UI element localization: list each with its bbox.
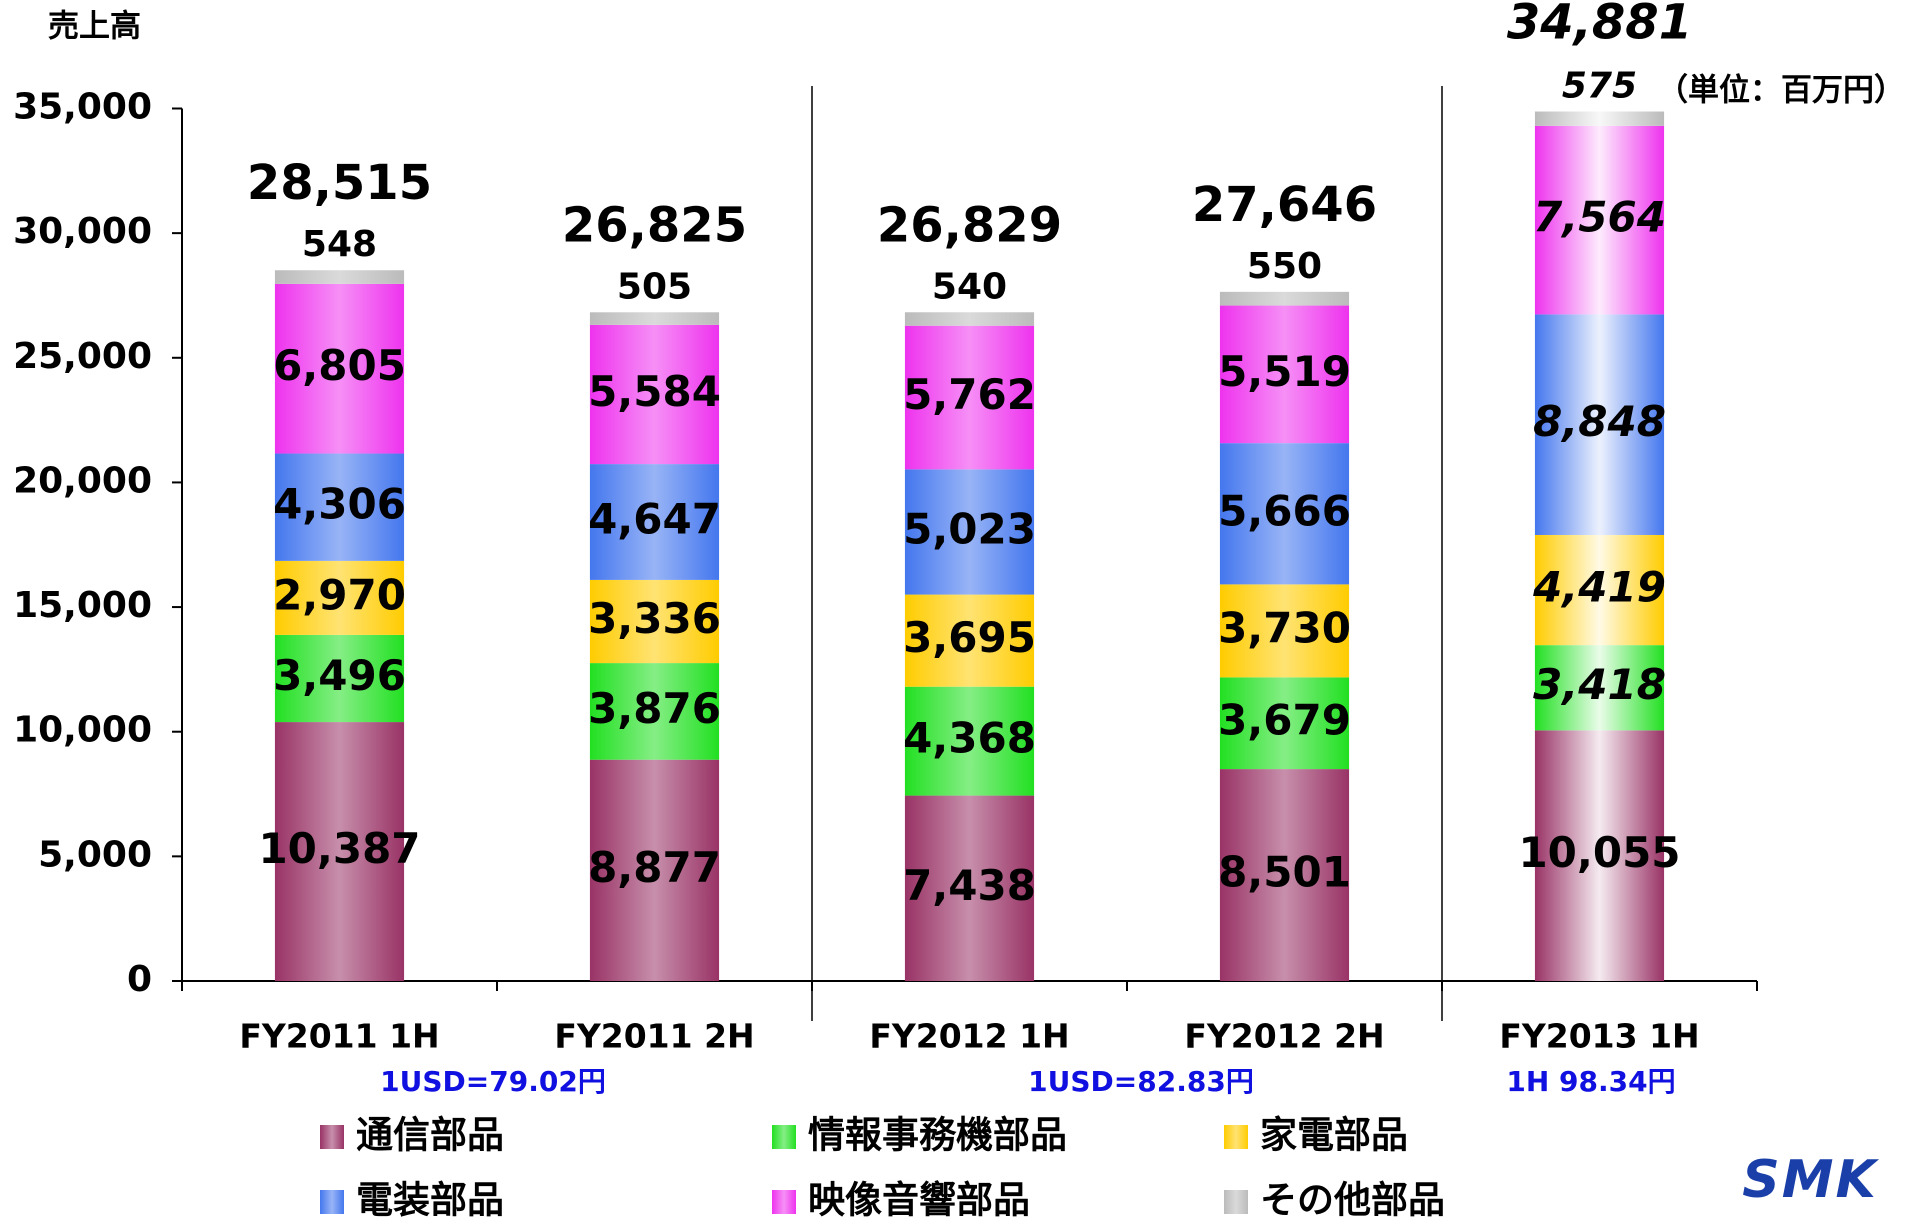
data-label: 575 — [1562, 66, 1637, 107]
bar-segment — [904, 325, 1035, 470]
total-label: 26,829 — [877, 197, 1062, 253]
y-tick-label: 25,000 — [13, 336, 152, 377]
y-tick-label: 20,000 — [13, 460, 152, 501]
legend-label: 情報事務機部品 — [808, 1114, 1067, 1157]
x-tick-label: FY2012 1H — [869, 1017, 1069, 1056]
y-tick-label: 30,000 — [13, 211, 152, 252]
bar-segment — [1219, 769, 1350, 981]
data-label: 3,418 — [1533, 660, 1666, 709]
legend-swatch — [320, 1125, 344, 1149]
bar-segment — [1219, 291, 1350, 306]
data-label: 3,336 — [588, 594, 721, 643]
bar-segment — [274, 270, 405, 284]
bar-segment — [589, 464, 720, 580]
exchange-rate: 1H 98.34円 — [1506, 1065, 1675, 1098]
bar-segment — [274, 453, 405, 561]
y-tick-label: 0 — [127, 959, 152, 1000]
data-label: 540 — [932, 266, 1007, 307]
data-label: 548 — [302, 224, 377, 265]
data-label: 550 — [1247, 246, 1322, 287]
bar-segment — [589, 579, 720, 664]
unit-note: （単位：百万円） — [1657, 73, 1905, 109]
data-label: 4,306 — [273, 480, 406, 529]
data-label: 5,519 — [1218, 347, 1351, 396]
bar-segment — [1534, 645, 1665, 731]
bar-segment — [1534, 534, 1665, 646]
bar-segment — [904, 469, 1035, 595]
total-label: 34,881 — [1507, 0, 1692, 51]
bar-segment — [904, 795, 1035, 981]
bar-segment — [589, 312, 720, 325]
legend-swatch — [320, 1190, 344, 1214]
bar-segment — [589, 759, 720, 981]
x-tick-label: FY2012 2H — [1184, 1017, 1384, 1056]
bar-segment — [1219, 677, 1350, 770]
data-label: 7,438 — [903, 861, 1036, 910]
bar-segment — [1534, 125, 1665, 315]
x-tick-label: FY2013 1H — [1499, 1017, 1699, 1056]
data-label: 3,876 — [588, 684, 721, 733]
exchange-rate: 1USD=82.83円 — [1028, 1065, 1254, 1098]
data-label: 10,387 — [258, 824, 420, 873]
total-label: 26,825 — [562, 197, 747, 253]
y-tick-label: 35,000 — [13, 87, 152, 128]
x-tick-label: FY2011 2H — [554, 1017, 754, 1056]
data-label: 5,584 — [588, 367, 721, 416]
bar-segment — [1219, 443, 1350, 585]
data-label: 3,695 — [903, 613, 1036, 662]
legend-label: 家電部品 — [1260, 1114, 1408, 1157]
data-label: 10,055 — [1518, 828, 1680, 877]
bar-segment — [1534, 111, 1665, 126]
bar-segment — [1219, 305, 1350, 444]
legend-swatch — [772, 1190, 796, 1214]
data-label: 5,023 — [903, 504, 1036, 553]
data-label: 4,647 — [588, 495, 721, 544]
legend-label: 通信部品 — [356, 1114, 504, 1157]
data-label: 4,419 — [1532, 563, 1666, 612]
data-label: 4,368 — [903, 714, 1036, 763]
bar-segment — [589, 324, 720, 465]
bar-segment — [1219, 584, 1350, 678]
bar-segment — [904, 594, 1035, 687]
legend-swatch — [772, 1125, 796, 1149]
data-label: 8,848 — [1533, 397, 1666, 446]
legend-label: 電装部品 — [356, 1179, 504, 1218]
data-label: 3,679 — [1218, 696, 1351, 745]
data-label: 5,762 — [903, 370, 1036, 419]
x-tick-label: FY2011 1H — [239, 1017, 439, 1056]
data-label: 8,877 — [588, 843, 721, 892]
data-label: 3,730 — [1218, 603, 1351, 652]
logo: SMK — [1742, 1150, 1879, 1210]
bar-segment — [589, 663, 720, 760]
bar-segment — [274, 722, 405, 981]
y-tick-label: 15,000 — [13, 585, 152, 626]
data-label: 5,666 — [1218, 486, 1351, 535]
legend-label: その他部品 — [1260, 1179, 1445, 1218]
data-label: 7,564 — [1533, 193, 1666, 242]
data-label: 6,805 — [273, 341, 406, 390]
bar-segment — [904, 312, 1035, 326]
total-label: 28,515 — [247, 155, 432, 211]
bar-segment — [1534, 730, 1665, 981]
legend-swatch — [1224, 1125, 1248, 1149]
legend-swatch — [1224, 1190, 1248, 1214]
data-label: 505 — [617, 266, 692, 307]
bar-segment — [274, 560, 405, 635]
y-tick-label: 10,000 — [13, 710, 152, 751]
legend-label: 映像音響部品 — [808, 1179, 1030, 1218]
data-label: 3,496 — [273, 651, 406, 700]
data-label: 2,970 — [273, 570, 406, 619]
data-label: 8,501 — [1218, 848, 1351, 897]
bar-segment — [274, 634, 405, 723]
bar-segment — [274, 283, 405, 454]
exchange-rate: 1USD=79.02円 — [380, 1065, 606, 1098]
bar-segment — [904, 686, 1035, 796]
bar-segment — [1534, 314, 1665, 535]
y-axis-label: 売上高 — [48, 9, 141, 45]
total-label: 27,646 — [1192, 177, 1377, 233]
y-tick-label: 5,000 — [38, 834, 152, 875]
